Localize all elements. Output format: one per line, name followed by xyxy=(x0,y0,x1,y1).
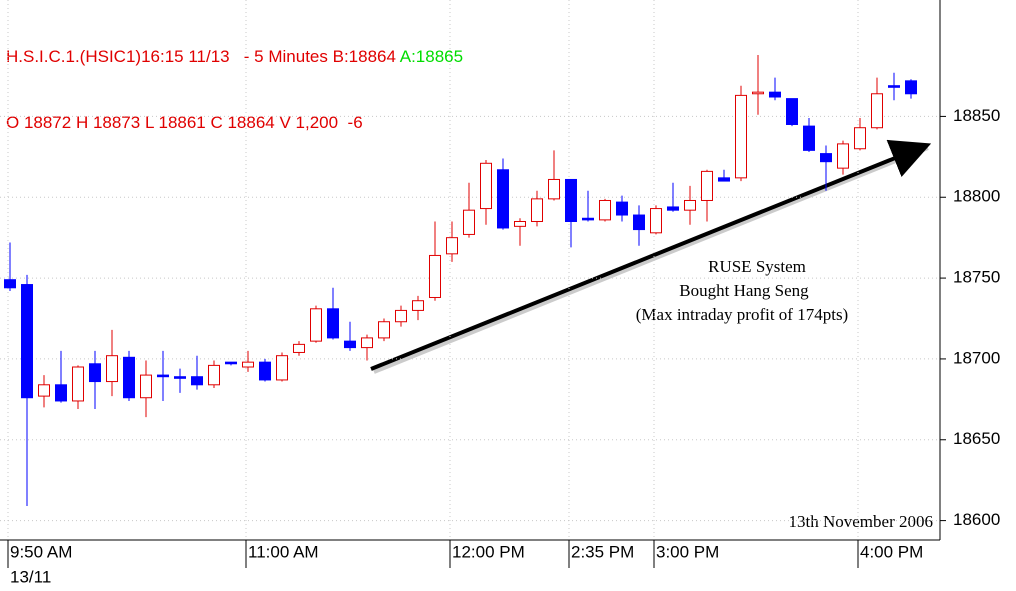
date-label: 13/11 xyxy=(10,567,51,586)
candle-body xyxy=(548,178,560,200)
candle-body xyxy=(89,363,101,383)
candle-body xyxy=(531,198,543,222)
ask: A:18865 xyxy=(399,47,464,66)
x-tick-label: 9:50 AM xyxy=(10,542,72,561)
arrow-shadow xyxy=(373,146,929,374)
candle-body xyxy=(684,199,696,211)
x-tick-label: 4:00 PM xyxy=(860,542,923,561)
candle-body xyxy=(378,321,390,339)
candle-body xyxy=(667,206,679,211)
x-tick-label: 12:00 PM xyxy=(452,542,525,561)
candle-body xyxy=(429,254,441,298)
y-tick-label: 18850 xyxy=(953,106,1000,125)
header-line: H.S.I.C.1.(HSIC1)16:15 11/13 - 5 Minutes… xyxy=(6,46,463,68)
header: H.S.I.C.1.(HSIC1)16:15 11/13 - 5 Minutes… xyxy=(6,2,463,156)
y-tick-label: 18700 xyxy=(953,348,1000,367)
candle-body xyxy=(888,85,900,88)
candle-body xyxy=(21,284,33,399)
candle-body xyxy=(276,355,288,381)
y-tick-label: 18600 xyxy=(953,510,1000,529)
candle-body xyxy=(344,340,356,349)
candle-body xyxy=(854,127,866,150)
candle-body xyxy=(701,170,713,201)
candle-body xyxy=(191,376,203,386)
candle-body xyxy=(718,177,730,182)
y-tick-label: 18650 xyxy=(953,429,1000,448)
candle-body xyxy=(55,384,67,402)
candle-body xyxy=(565,178,577,222)
candle-body xyxy=(242,361,254,368)
y-tick-label: 18750 xyxy=(953,268,1000,287)
candle-body xyxy=(72,366,84,402)
candle-body xyxy=(327,308,339,339)
candle-body xyxy=(208,364,220,386)
candle-body xyxy=(38,384,50,397)
candle-body xyxy=(769,91,781,98)
candle-body xyxy=(735,94,747,179)
candle-body xyxy=(225,361,237,365)
candle-body xyxy=(259,361,271,381)
candle-body xyxy=(140,374,152,399)
candle-body xyxy=(310,308,322,342)
x-tick-label: 2:35 PM xyxy=(571,542,634,561)
candle-body xyxy=(361,337,373,349)
x-tick-label: 3:00 PM xyxy=(656,542,719,561)
candle-body xyxy=(106,355,118,383)
candle-body xyxy=(497,169,509,229)
candle-body xyxy=(633,214,645,231)
candle-body xyxy=(395,309,407,323)
annotation: (Max intraday profit of 174pts) xyxy=(636,305,848,324)
candle-body xyxy=(752,91,764,95)
candle-body xyxy=(293,343,305,353)
candle-body xyxy=(123,356,135,399)
candle-body xyxy=(616,201,628,216)
annotation: Bought Hang Seng xyxy=(679,281,809,300)
candle-body xyxy=(871,93,883,129)
annotation: RUSE System xyxy=(708,257,806,276)
candle-body xyxy=(480,162,492,210)
candle-body xyxy=(463,209,475,235)
candle-body xyxy=(650,208,662,234)
candle-body xyxy=(803,125,815,151)
candle-body xyxy=(446,237,458,255)
x-tick-label: 11:00 AM xyxy=(248,542,319,561)
y-tick-label: 18800 xyxy=(953,187,1000,206)
candle-body xyxy=(820,153,832,163)
candle-body xyxy=(905,80,917,95)
candle-body xyxy=(599,199,611,221)
candle-body xyxy=(514,220,526,227)
quote: H.S.I.C.1.(HSIC1)16:15 11/13 - 5 Minutes… xyxy=(6,47,396,66)
footnote: 13th November 2006 xyxy=(789,512,933,531)
ohlc-line: O 18872 H 18873 L 18861 C 18864 V 1,200 … xyxy=(6,113,363,132)
candle-body xyxy=(4,279,16,289)
candle-body xyxy=(837,143,849,169)
candle-body xyxy=(786,98,798,125)
candle-body xyxy=(582,217,594,221)
candle-body xyxy=(157,374,169,378)
candle-body xyxy=(412,300,424,311)
arrow xyxy=(370,139,932,371)
candle-body xyxy=(174,376,186,379)
